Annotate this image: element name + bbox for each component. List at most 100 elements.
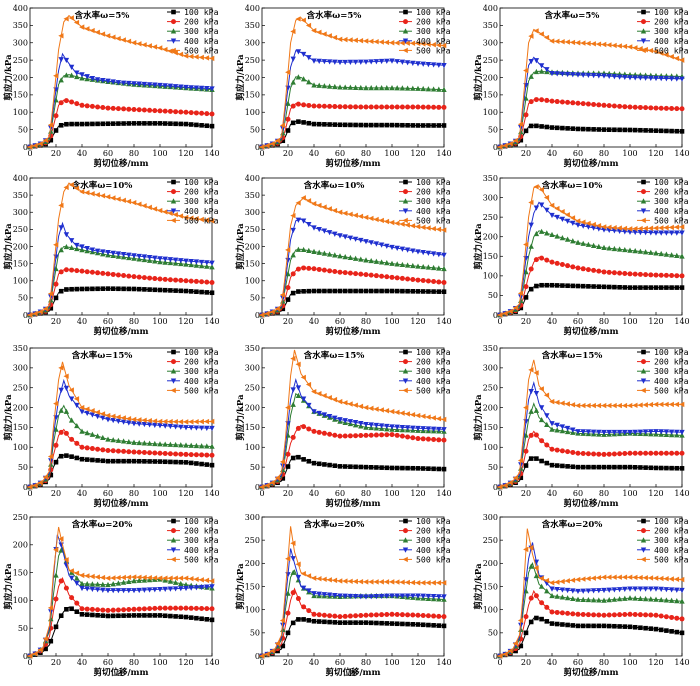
data-point [653, 612, 659, 618]
data-point [405, 612, 411, 618]
data-point [410, 262, 416, 269]
data-point [648, 249, 654, 255]
data-point [575, 596, 581, 602]
y-tick-label: 250 [483, 384, 498, 393]
y-tick-label: 0 [493, 652, 498, 661]
legend-marker [641, 528, 646, 534]
data-point [399, 104, 405, 110]
data-point [74, 455, 80, 461]
data-point [399, 612, 405, 618]
data-point [544, 230, 550, 236]
data-point [42, 474, 48, 480]
data-point [316, 266, 322, 272]
x-tick-label: 40 [309, 658, 319, 667]
data-point [157, 605, 163, 611]
data-point [637, 429, 644, 435]
x-tick-label: 100 [622, 149, 637, 158]
y-tick-label: 350 [13, 21, 28, 30]
data-point [658, 575, 664, 582]
y-tick-label: 250 [13, 225, 28, 234]
plot-frame [29, 347, 213, 488]
data-point [84, 406, 90, 412]
data-point [415, 61, 421, 67]
data-point [347, 104, 353, 110]
x-tick-label: 20 [283, 658, 293, 667]
legend-label: 500 kPa [416, 45, 451, 55]
x-tick-label: 0 [27, 317, 32, 326]
x-tick-label: 80 [361, 489, 371, 498]
x-tick-label: 80 [599, 489, 609, 498]
x-tick-label: 120 [178, 489, 193, 498]
data-point [363, 404, 369, 411]
data-point [679, 576, 685, 583]
data-point [622, 271, 628, 277]
legend-marker [402, 198, 409, 204]
data-point [363, 214, 369, 221]
data-point [389, 219, 395, 226]
data-point [430, 41, 436, 48]
x-tick-label: 60 [335, 317, 345, 326]
data-point [146, 204, 152, 211]
data-point [301, 424, 307, 430]
data-point [327, 122, 332, 127]
data-point [627, 44, 633, 50]
y-tick-label: 300 [245, 208, 260, 217]
data-point [342, 234, 348, 240]
data-point [204, 606, 210, 612]
data-point [554, 621, 560, 627]
data-point [399, 59, 406, 65]
data-point [147, 606, 153, 612]
data-point [441, 427, 447, 433]
data-point [321, 392, 327, 399]
data-point [115, 106, 121, 112]
data-point [69, 286, 74, 292]
data-point [173, 605, 179, 611]
legend-label: 500 kPa [654, 215, 689, 225]
data-point [305, 381, 312, 388]
data-point [79, 606, 85, 612]
data-point [425, 278, 431, 284]
data-point [565, 283, 570, 289]
data-point [601, 224, 607, 230]
data-point [290, 290, 296, 296]
legend-marker [640, 387, 646, 394]
data-point [378, 407, 384, 413]
data-point [358, 420, 364, 427]
data-point [410, 123, 416, 128]
data-point [384, 58, 390, 64]
legend-marker [640, 537, 647, 543]
data-point [204, 290, 210, 295]
data-point [84, 573, 90, 579]
data-point [146, 575, 152, 581]
data-point [415, 289, 421, 294]
data-point [203, 217, 210, 223]
data-point [167, 578, 174, 584]
data-point [415, 40, 421, 47]
data-point [209, 111, 215, 117]
data-point [420, 123, 426, 128]
data-point [554, 422, 560, 428]
data-point [199, 616, 204, 622]
legend-label: 300 kPa [416, 366, 451, 376]
data-point [58, 33, 64, 39]
data-point [420, 41, 426, 47]
data-point [580, 611, 586, 617]
data-point [337, 433, 343, 439]
data-point [42, 305, 48, 312]
data-point [538, 575, 544, 582]
data-point [643, 450, 649, 456]
data-point [188, 289, 194, 294]
data-point [353, 271, 359, 277]
data-point [596, 243, 602, 249]
data-point [431, 279, 437, 285]
data-point [105, 417, 111, 423]
x-tick-label: 20 [283, 317, 293, 326]
y-tick-label: 100 [13, 443, 28, 452]
data-point [363, 59, 369, 65]
plot-frame [499, 347, 683, 488]
data-point [53, 442, 59, 448]
data-point [585, 451, 591, 457]
data-point [441, 123, 447, 128]
legend-label: 500 kPa [654, 385, 689, 395]
